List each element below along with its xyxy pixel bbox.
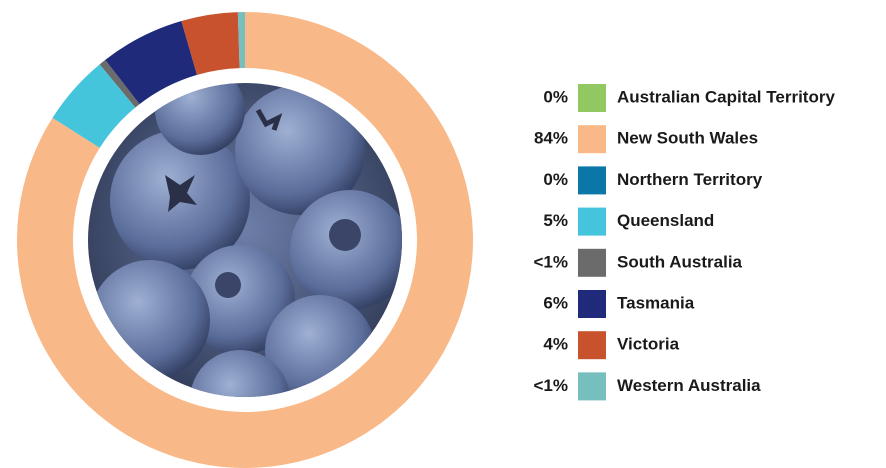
value-label: <1% — [534, 376, 569, 395]
donut — [16, 12, 473, 468]
legend-swatch — [578, 207, 606, 236]
legend-swatch — [578, 248, 606, 277]
legend-label: Queensland — [617, 211, 714, 230]
donut-slice — [181, 12, 240, 75]
legend-swatch — [578, 372, 606, 401]
value-label: 6% — [543, 293, 568, 312]
legend-label: Northern Territory — [617, 170, 763, 189]
legend-label: Victoria — [617, 335, 680, 354]
legend-swatch — [578, 125, 606, 154]
legend-label: South Australia — [617, 252, 743, 271]
donut-slice — [99, 59, 140, 108]
value-label: 5% — [543, 211, 568, 230]
legend-label: New South Wales — [617, 129, 758, 148]
legend-swatch — [578, 290, 606, 318]
value-label: 84% — [534, 129, 568, 148]
legend-swatch — [578, 166, 606, 195]
legend-swatch — [578, 84, 606, 112]
legend-label: Western Australia — [617, 376, 761, 395]
value-label: 0% — [543, 87, 568, 106]
value-label: 0% — [543, 170, 568, 189]
donut-slice — [237, 12, 245, 69]
legend-label: Australian Capital Territory — [617, 87, 835, 106]
donut-slice — [52, 64, 136, 148]
value-label: 4% — [543, 335, 568, 354]
donut-slice — [105, 21, 198, 105]
legend-swatch — [578, 331, 606, 360]
legend-label: Tasmania — [617, 293, 695, 312]
legend: 0% Australian Capital Territory 84% New Sou… — [534, 84, 835, 401]
value-label: <1% — [534, 252, 569, 271]
